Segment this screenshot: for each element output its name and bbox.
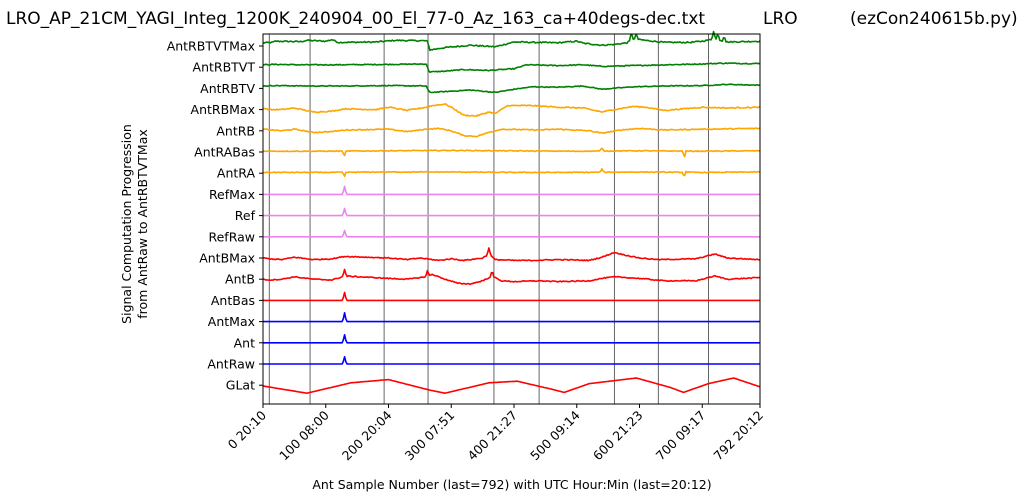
plot-area-frame bbox=[262, 33, 761, 405]
series-line-AntBas bbox=[263, 291, 760, 302]
ytick-label-Ant: Ant bbox=[234, 335, 255, 350]
ytick-label-AntRB: AntRB bbox=[216, 123, 255, 138]
series-line-AntRA bbox=[262, 168, 761, 178]
series-line-GLat bbox=[262, 377, 761, 394]
xtick-label-5: 500 09:14 bbox=[527, 407, 583, 463]
xtick-label-4: 400 21:27 bbox=[464, 408, 520, 464]
ytick-label-AntRA: AntRA bbox=[217, 166, 256, 181]
xtick-label-8: 792 20:12 bbox=[710, 408, 766, 464]
ytick-label-AntBas: AntBas bbox=[211, 293, 255, 308]
ytick-label-RefMax: RefMax bbox=[209, 187, 255, 202]
ytick-label-GLat: GLat bbox=[226, 378, 255, 393]
y-axis-ticks: AntRBTVTMax AntRBTVT AntRBTV AntRBMax AntRB A… bbox=[167, 39, 263, 393]
series-line-Ref bbox=[263, 207, 760, 217]
xtick-label-2: 200 20:04 bbox=[339, 407, 395, 463]
ytick-label-AntMax: AntMax bbox=[208, 314, 255, 329]
series-lines bbox=[262, 30, 761, 394]
series-line-AntRaw bbox=[263, 356, 760, 365]
series-line-AntMax bbox=[263, 312, 760, 323]
series-line-AntBMax bbox=[262, 247, 761, 262]
vertical-gridlines bbox=[268, 34, 709, 404]
ytick-label-AntRaw: AntRaw bbox=[207, 357, 255, 372]
ytick-label-Ref: Ref bbox=[235, 208, 256, 223]
ytick-label-AntRABas: AntRABas bbox=[194, 145, 255, 160]
x-axis-ticks: 0 20:10 100 08:00 200 20:04 300 07:51 400 21… bbox=[225, 404, 766, 464]
ytick-label-AntB: AntB bbox=[225, 272, 255, 287]
series-line-AntRB bbox=[262, 127, 761, 138]
series-line-AntRBMax bbox=[262, 103, 761, 118]
ytick-label-AntRBTV: AntRBTV bbox=[200, 81, 255, 96]
series-line-Ant bbox=[263, 334, 760, 344]
series-line-AntB bbox=[262, 268, 761, 286]
xtick-label-1: 100 08:00 bbox=[276, 407, 332, 463]
series-line-RefRaw bbox=[263, 229, 760, 238]
y-axis-label-line2: from AntRaw to AntRBTVTMax bbox=[135, 129, 150, 319]
ytick-label-AntRBTVTMax: AntRBTVTMax bbox=[167, 39, 255, 54]
series-line-AntRBTVTMax bbox=[262, 30, 761, 52]
ytick-label-RefRaw: RefRaw bbox=[208, 229, 255, 244]
xtick-label-6: 600 21:23 bbox=[590, 408, 646, 464]
series-line-AntRBTV bbox=[262, 83, 761, 94]
series-line-AntRBTVT bbox=[262, 62, 761, 74]
ytick-label-AntBMax: AntBMax bbox=[199, 251, 255, 266]
chart-title: LRO_AP_21CM_YAGI_Integ_1200K_240904_00_E… bbox=[6, 9, 705, 29]
ytick-label-AntRBTVT: AntRBTVT bbox=[193, 60, 256, 75]
series-line-RefMax bbox=[263, 185, 760, 196]
x-axis-label: Ant Sample Number (last=792) with UTC Ho… bbox=[312, 477, 711, 492]
xtick-label-0: 0 20:10 bbox=[225, 407, 270, 452]
xtick-label-7: 700 09:17 bbox=[653, 408, 709, 464]
ytick-label-AntRBMax: AntRBMax bbox=[191, 102, 255, 117]
series-line-AntRABas bbox=[262, 147, 761, 158]
y-axis-label-line1: Signal Computation Progression bbox=[119, 124, 134, 324]
chart-title-center: LRO bbox=[763, 9, 798, 29]
chart-title-right: (ezCon240615b.py) bbox=[850, 9, 1018, 29]
xtick-label-3: 300 07:51 bbox=[402, 408, 458, 464]
